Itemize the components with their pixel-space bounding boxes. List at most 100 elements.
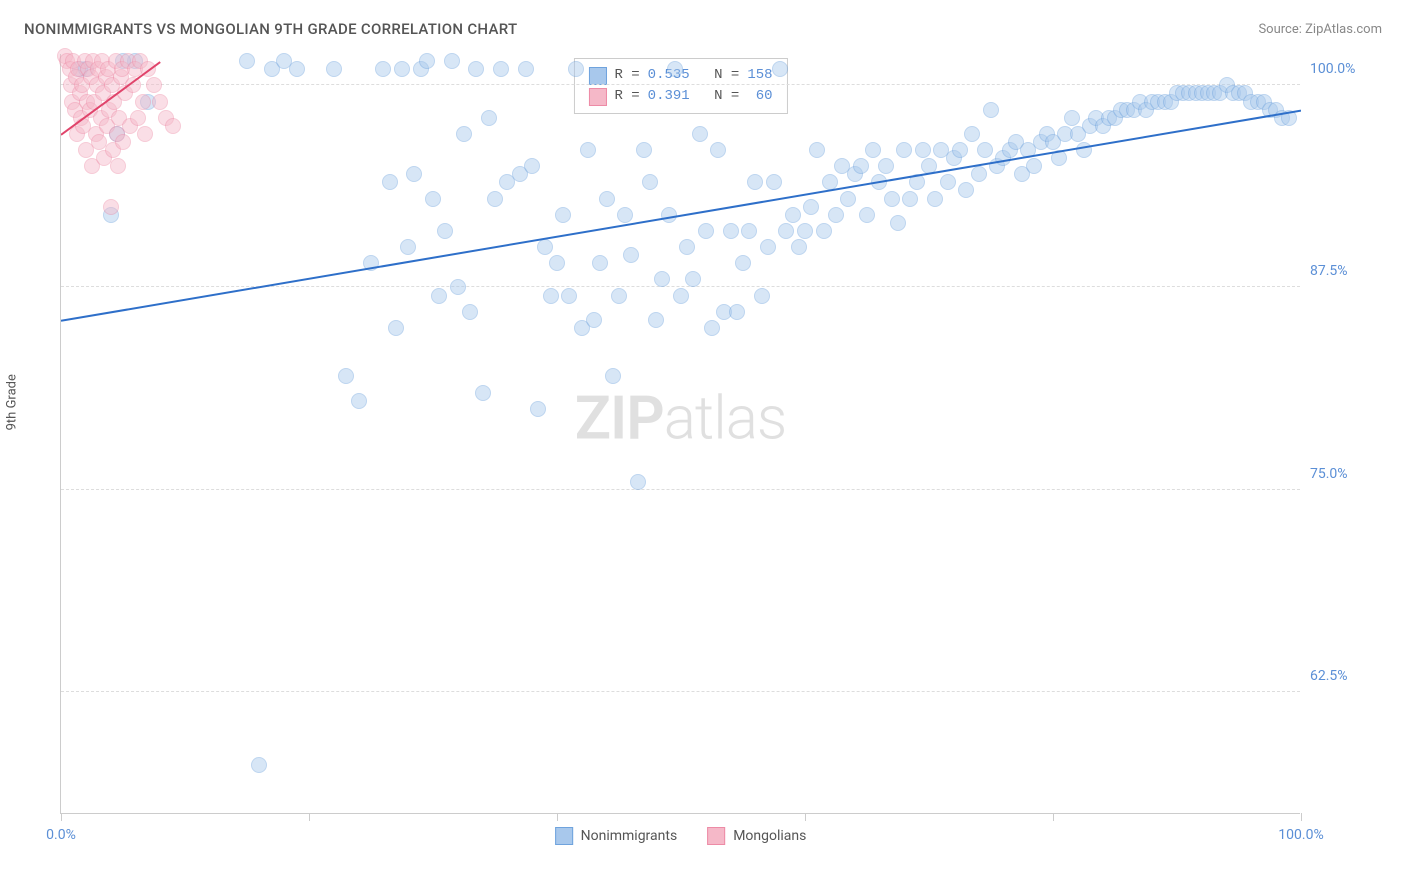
scatter-point xyxy=(878,158,894,174)
legend-swatch xyxy=(588,88,606,106)
scatter-point xyxy=(1281,110,1297,126)
gridline-horizontal xyxy=(61,489,1300,490)
scatter-point xyxy=(611,288,627,304)
scatter-point xyxy=(983,102,999,118)
legend-r-label: R = xyxy=(614,65,639,86)
scatter-point xyxy=(648,312,664,328)
gridline-horizontal xyxy=(61,691,1300,692)
x-tick xyxy=(805,813,806,821)
scatter-point xyxy=(636,142,652,158)
scatter-point xyxy=(326,61,342,77)
legend-r-label: R = xyxy=(614,86,639,107)
scatter-point xyxy=(617,207,633,223)
scatter-point xyxy=(673,288,689,304)
scatter-point xyxy=(909,174,925,190)
scatter-point xyxy=(524,158,540,174)
scatter-point xyxy=(871,174,887,190)
scatter-point xyxy=(1064,110,1080,126)
scatter-point xyxy=(363,255,379,271)
scatter-point xyxy=(915,142,931,158)
scatter-point xyxy=(642,174,658,190)
scatter-point xyxy=(822,174,838,190)
scatter-point xyxy=(599,191,615,207)
scatter-point xyxy=(140,61,156,77)
scatter-point xyxy=(816,223,832,239)
scatter-point xyxy=(698,223,714,239)
scatter-point xyxy=(853,158,869,174)
series-name: Nonimmigrants xyxy=(581,828,678,844)
scatter-point xyxy=(778,223,794,239)
y-tick-label: 100.0% xyxy=(1310,61,1370,77)
scatter-point xyxy=(661,207,677,223)
scatter-point xyxy=(543,288,559,304)
scatter-point xyxy=(704,320,720,336)
scatter-point xyxy=(419,53,435,69)
scatter-point xyxy=(130,110,146,126)
scatter-point xyxy=(803,199,819,215)
scatter-point xyxy=(289,61,305,77)
gridline-horizontal xyxy=(61,84,1300,85)
scatter-point xyxy=(685,271,701,287)
scatter-point xyxy=(493,61,509,77)
scatter-point xyxy=(351,393,367,409)
scatter-point xyxy=(679,239,695,255)
scatter-point xyxy=(444,53,460,69)
scatter-point xyxy=(549,255,565,271)
scatter-point xyxy=(530,401,546,417)
scatter-point xyxy=(394,61,410,77)
scatter-point xyxy=(165,118,181,134)
scatter-point xyxy=(692,126,708,142)
legend-n-value: 158 xyxy=(747,65,772,86)
x-tick xyxy=(1053,813,1054,821)
scatter-point xyxy=(537,239,553,255)
scatter-point xyxy=(456,126,472,142)
scatter-point xyxy=(103,199,119,215)
scatter-point xyxy=(747,174,763,190)
scatter-point xyxy=(137,126,153,142)
scatter-point xyxy=(902,191,918,207)
scatter-point xyxy=(481,110,497,126)
x-tick-label: 100.0% xyxy=(1278,827,1323,843)
scatter-point xyxy=(561,288,577,304)
legend-swatch xyxy=(707,827,725,845)
scatter-point xyxy=(580,142,596,158)
scatter-point xyxy=(115,134,131,150)
scatter-point xyxy=(797,223,813,239)
scatter-point xyxy=(382,174,398,190)
scatter-point xyxy=(623,247,639,263)
scatter-point xyxy=(450,279,466,295)
scatter-point xyxy=(840,191,856,207)
scatter-point xyxy=(152,94,168,110)
series-legend: NonimmigrantsMongolians xyxy=(555,827,807,845)
chart-title: NONIMMIGRANTS VS MONGOLIAN 9TH GRADE COR… xyxy=(24,20,517,38)
scatter-point xyxy=(555,207,571,223)
scatter-point xyxy=(487,191,503,207)
scatter-point xyxy=(654,271,670,287)
scatter-point xyxy=(809,142,825,158)
scatter-point xyxy=(921,158,937,174)
scatter-point xyxy=(828,207,844,223)
series-legend-item: Nonimmigrants xyxy=(555,827,678,845)
scatter-point xyxy=(710,142,726,158)
y-tick-label: 87.5% xyxy=(1310,263,1370,279)
scatter-point xyxy=(785,207,801,223)
x-tick xyxy=(309,813,310,821)
scatter-point xyxy=(1076,142,1092,158)
x-tick xyxy=(1301,813,1302,821)
scatter-point xyxy=(896,142,912,158)
scatter-point xyxy=(729,304,745,320)
scatter-point xyxy=(859,207,875,223)
scatter-point xyxy=(940,174,956,190)
scatter-point xyxy=(125,77,141,93)
scatter-point xyxy=(406,166,422,182)
chart-wrapper: 9th Grade ZIPatlas R =0.535 N =158R =0.3… xyxy=(20,46,1386,856)
scatter-point xyxy=(760,239,776,255)
x-tick-label: 0.0% xyxy=(46,827,76,843)
legend-n-label: N = xyxy=(714,86,739,107)
scatter-point xyxy=(338,368,354,384)
scatter-point xyxy=(741,223,757,239)
trend-lines-svg xyxy=(61,54,1301,814)
legend-n-label: N = xyxy=(714,65,739,86)
scatter-point xyxy=(1051,150,1067,166)
scatter-point xyxy=(884,191,900,207)
